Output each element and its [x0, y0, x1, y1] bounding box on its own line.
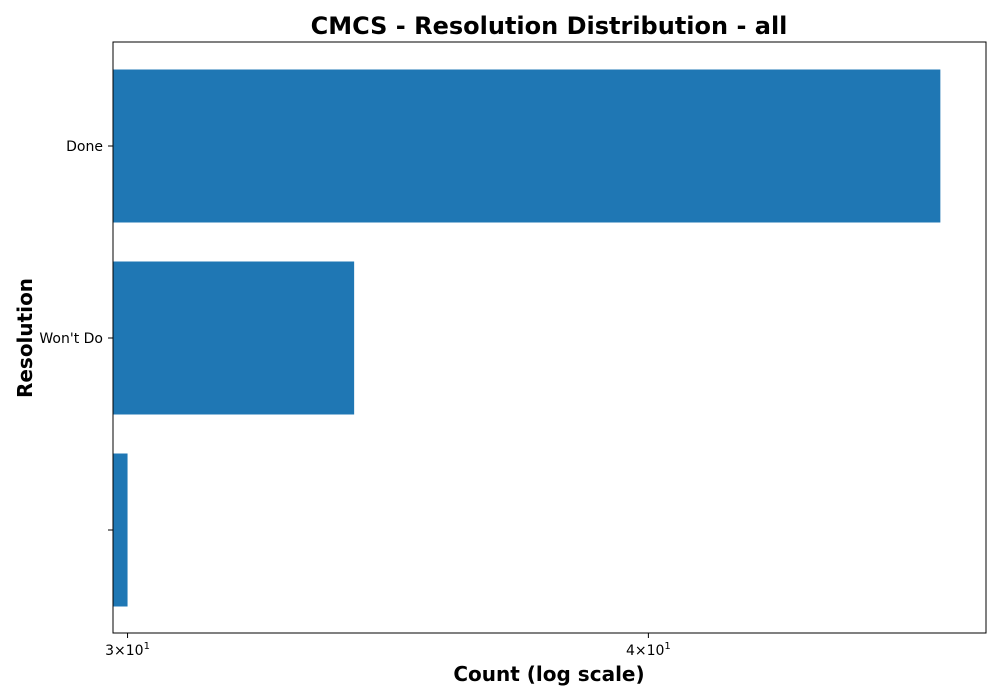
y-ticks-group: Done Won't Do: [39, 139, 113, 531]
bar-0: [113, 69, 941, 223]
y-tick-label-0: Done: [66, 139, 103, 155]
chart-title: CMCS - Resolution Distribution - all: [311, 12, 788, 40]
bar-2: [113, 453, 128, 607]
y-tick-label-1: Won't Do: [39, 331, 103, 347]
x-axis-label: Count (log scale): [453, 662, 644, 686]
bar-1: [113, 261, 355, 415]
x-ticks-group: 3×101 4×101: [105, 633, 671, 659]
bars-group: [113, 69, 941, 607]
x-tick-label-1: 4×101: [626, 641, 671, 659]
x-tick-label-0: 3×101: [105, 641, 150, 659]
y-axis-label: Resolution: [13, 278, 37, 398]
